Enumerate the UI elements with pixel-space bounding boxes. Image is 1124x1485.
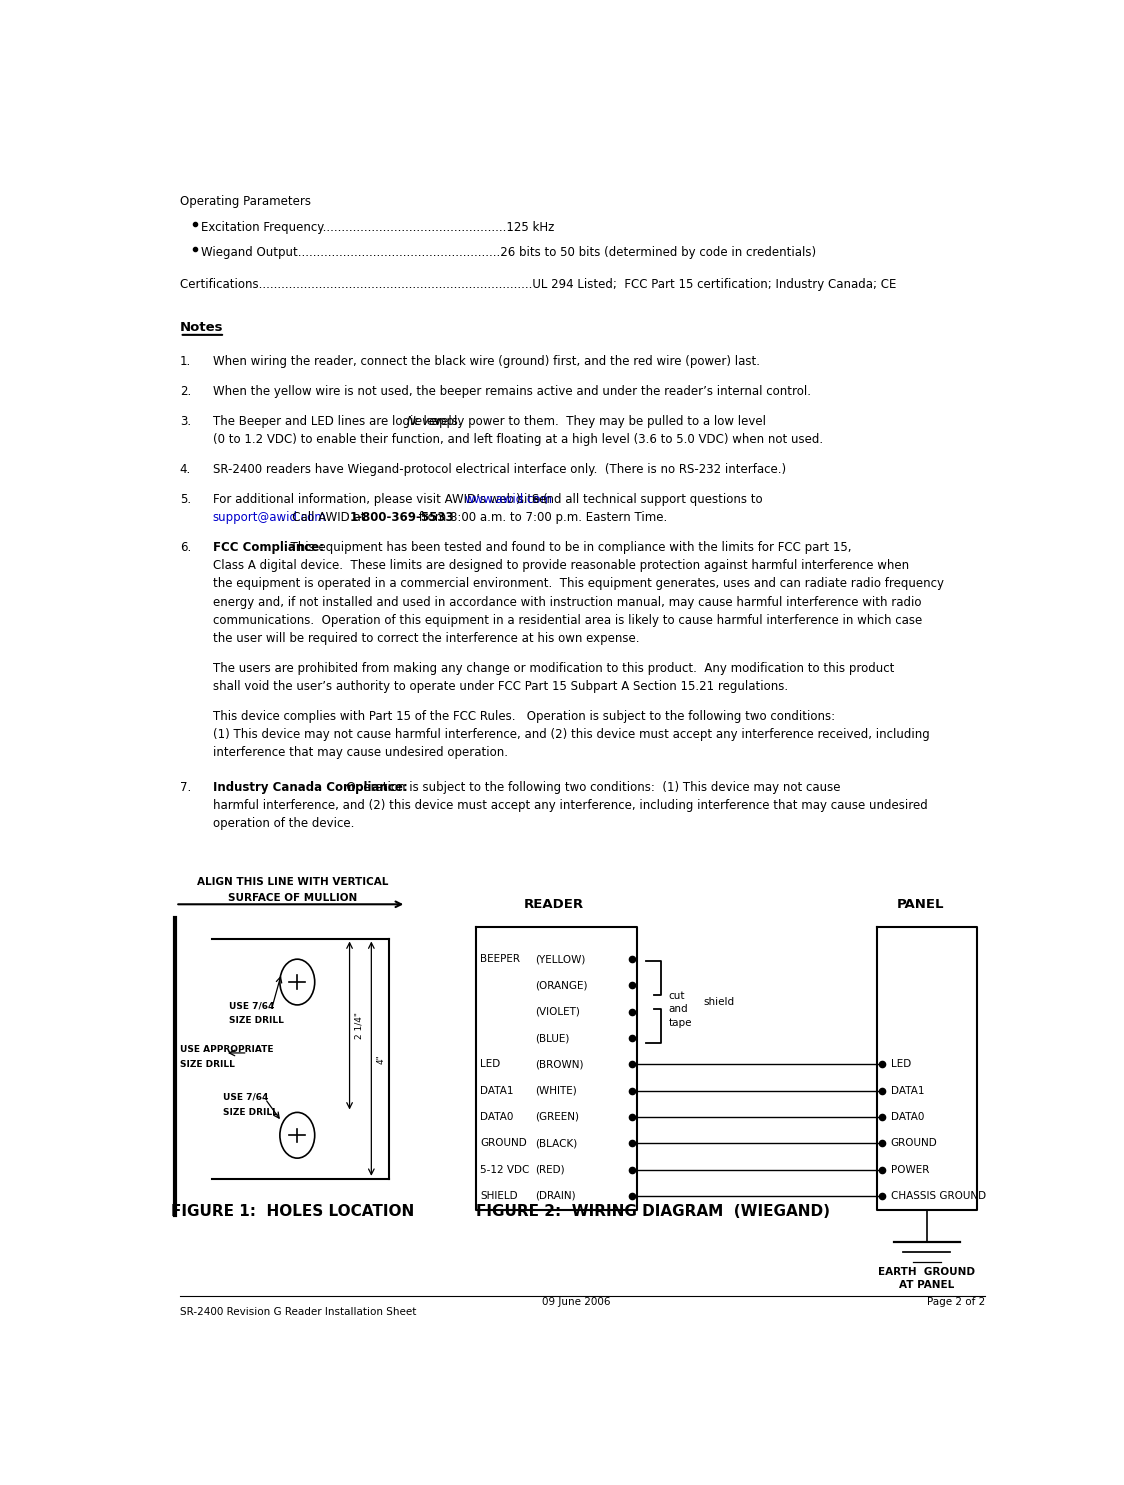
Text: DATA1: DATA1 [890, 1086, 924, 1096]
Text: Operating Parameters: Operating Parameters [180, 196, 310, 208]
Text: SURFACE OF MULLION: SURFACE OF MULLION [227, 892, 356, 903]
Text: Class A digital device.  These limits are designed to provide reasonable protect: Class A digital device. These limits are… [212, 558, 909, 572]
Text: SR-2400 readers have Wiegand-protocol electrical interface only.  (There is no R: SR-2400 readers have Wiegand-protocol el… [212, 463, 786, 475]
Text: Page 2 of 2: Page 2 of 2 [927, 1296, 986, 1307]
Text: (ORANGE): (ORANGE) [535, 980, 588, 990]
Text: apply power to them.  They may be pulled to a low level: apply power to them. They may be pulled … [428, 414, 767, 428]
Text: DATA0: DATA0 [480, 1112, 514, 1123]
Text: www.awid.com: www.awid.com [464, 493, 553, 506]
Text: 4": 4" [377, 1054, 386, 1063]
Text: support@awid.com: support@awid.com [212, 511, 327, 524]
Text: GROUND: GROUND [480, 1139, 527, 1148]
Text: LED: LED [480, 1059, 500, 1069]
Text: the equipment is operated in a commercial environment.  This equipment generates: the equipment is operated in a commercia… [212, 578, 944, 590]
Text: ALIGN THIS LINE WITH VERTICAL: ALIGN THIS LINE WITH VERTICAL [197, 876, 389, 887]
Text: interference that may cause undesired operation.: interference that may cause undesired op… [212, 747, 508, 759]
Text: The Beeper and LED lines are logic levels.: The Beeper and LED lines are logic level… [212, 414, 469, 428]
Text: When wiring the reader, connect the black wire (ground) first, and the red wire : When wiring the reader, connect the blac… [212, 355, 760, 368]
Text: operation of the device.: operation of the device. [212, 817, 354, 830]
Text: 6.: 6. [180, 541, 191, 554]
Text: communications.  Operation of this equipment in a residential area is likely to : communications. Operation of this equipm… [212, 613, 922, 627]
Text: 3.: 3. [180, 414, 191, 428]
Text: Certifications..................................................................: Certifications..........................… [180, 278, 896, 291]
Text: and: and [669, 1004, 688, 1014]
Text: SIZE DRILL: SIZE DRILL [229, 1016, 284, 1025]
Text: CHASSIS GROUND: CHASSIS GROUND [890, 1191, 986, 1201]
Text: AT PANEL: AT PANEL [899, 1280, 954, 1290]
Text: GROUND: GROUND [890, 1139, 937, 1148]
Text: EARTH  GROUND: EARTH GROUND [878, 1267, 976, 1277]
Text: READER: READER [524, 898, 584, 912]
Text: (BLUE): (BLUE) [535, 1034, 570, 1042]
Text: SR-2400 Revision G Reader Installation Sheet: SR-2400 Revision G Reader Installation S… [180, 1307, 416, 1317]
Text: shield: shield [704, 998, 734, 1007]
Text: 2.: 2. [180, 385, 191, 398]
Text: (0 to 1.2 VDC) to enable their function, and left floating at a high level (3.6 : (0 to 1.2 VDC) to enable their function,… [212, 434, 823, 445]
Text: 4.: 4. [180, 463, 191, 475]
Text: (BLACK): (BLACK) [535, 1139, 578, 1148]
Text: This device complies with Part 15 of the FCC Rules.   Operation is subject to th: This device complies with Part 15 of the… [212, 710, 835, 723]
Text: SHIELD: SHIELD [480, 1191, 518, 1201]
Text: (VIOLET): (VIOLET) [535, 1007, 580, 1017]
Text: SIZE DRILL: SIZE DRILL [180, 1060, 235, 1069]
Text: (GREEN): (GREEN) [535, 1112, 579, 1123]
Text: USE APPROPRIATE: USE APPROPRIATE [180, 1045, 273, 1054]
Text: Wiegand Output......................................................26 bits to 5: Wiegand Output..........................… [201, 245, 817, 258]
Text: 5-12 VDC: 5-12 VDC [480, 1164, 529, 1175]
Text: Notes: Notes [180, 321, 224, 334]
Text: FIGURE 1:  HOLES LOCATION: FIGURE 1: HOLES LOCATION [171, 1204, 415, 1219]
Text: harmful interference, and (2) this device must accept any interference, includin: harmful interference, and (2) this devic… [212, 799, 927, 812]
Text: energy and, if not installed and used in accordance with instruction manual, may: energy and, if not installed and used in… [212, 595, 922, 609]
Text: USE 7/64: USE 7/64 [224, 1093, 269, 1102]
Text: BEEPER: BEEPER [480, 955, 520, 964]
Text: (YELLOW): (YELLOW) [535, 955, 586, 964]
Text: cut: cut [669, 990, 685, 1001]
Text: 7.: 7. [180, 781, 191, 794]
Text: SIZE DRILL: SIZE DRILL [224, 1108, 278, 1117]
Text: Industry Canada Compliance:: Industry Canada Compliance: [212, 781, 408, 794]
Text: from 8:00 a.m. to 7:00 p.m. Eastern Time.: from 8:00 a.m. to 7:00 p.m. Eastern Time… [415, 511, 667, 524]
Text: POWER: POWER [890, 1164, 928, 1175]
Text: When the yellow wire is not used, the beeper remains active and under the reader: When the yellow wire is not used, the be… [212, 385, 810, 398]
Text: (1) This device may not cause harmful interference, and (2) this device must acc: (1) This device may not cause harmful in… [212, 728, 930, 741]
Text: PANEL: PANEL [896, 898, 944, 912]
Text: tape: tape [669, 1019, 692, 1028]
Text: 5.: 5. [180, 493, 191, 506]
Text: Operation is subject to the following two conditions:  (1) This device may not c: Operation is subject to the following tw… [338, 781, 840, 794]
Text: (WHITE): (WHITE) [535, 1086, 577, 1096]
Text: 1.: 1. [180, 355, 191, 368]
Text: shall void the user’s authority to operate under FCC Part 15 Subpart A Section 1: shall void the user’s authority to opera… [212, 680, 788, 693]
Text: (RED): (RED) [535, 1164, 564, 1175]
Text: ).  Send all technical support questions to: ). Send all technical support questions … [516, 493, 762, 506]
Text: FIGURE 2:  WIRING DIAGRAM  (WIEGAND): FIGURE 2: WIRING DIAGRAM (WIEGAND) [475, 1204, 830, 1219]
Text: This equipment has been tested and found to be in compliance with the limits for: This equipment has been tested and found… [283, 541, 851, 554]
Text: Never: Never [407, 414, 442, 428]
Text: FCC Compliance:: FCC Compliance: [212, 541, 324, 554]
Text: For additional information, please visit AWID’s web site (: For additional information, please visit… [212, 493, 551, 506]
Text: DATA0: DATA0 [890, 1112, 924, 1123]
Text: LED: LED [890, 1059, 910, 1069]
Text: (BROWN): (BROWN) [535, 1059, 583, 1069]
Text: USE 7/64: USE 7/64 [229, 1001, 274, 1010]
Text: the user will be required to correct the interference at his own expense.: the user will be required to correct the… [212, 633, 640, 644]
Text: Excitation Frequency.................................................125 kHz: Excitation Frequency....................… [201, 220, 555, 233]
Text: .  Call AWID at: . Call AWID at [281, 511, 370, 524]
Text: The users are prohibited from making any change or modification to this product.: The users are prohibited from making any… [212, 662, 895, 674]
Text: (DRAIN): (DRAIN) [535, 1191, 575, 1201]
Text: 09 June 2006: 09 June 2006 [542, 1296, 610, 1307]
Text: 1-800-369-5533: 1-800-369-5533 [350, 511, 454, 524]
Text: DATA1: DATA1 [480, 1086, 514, 1096]
Text: 2 1/4": 2 1/4" [355, 1011, 364, 1040]
